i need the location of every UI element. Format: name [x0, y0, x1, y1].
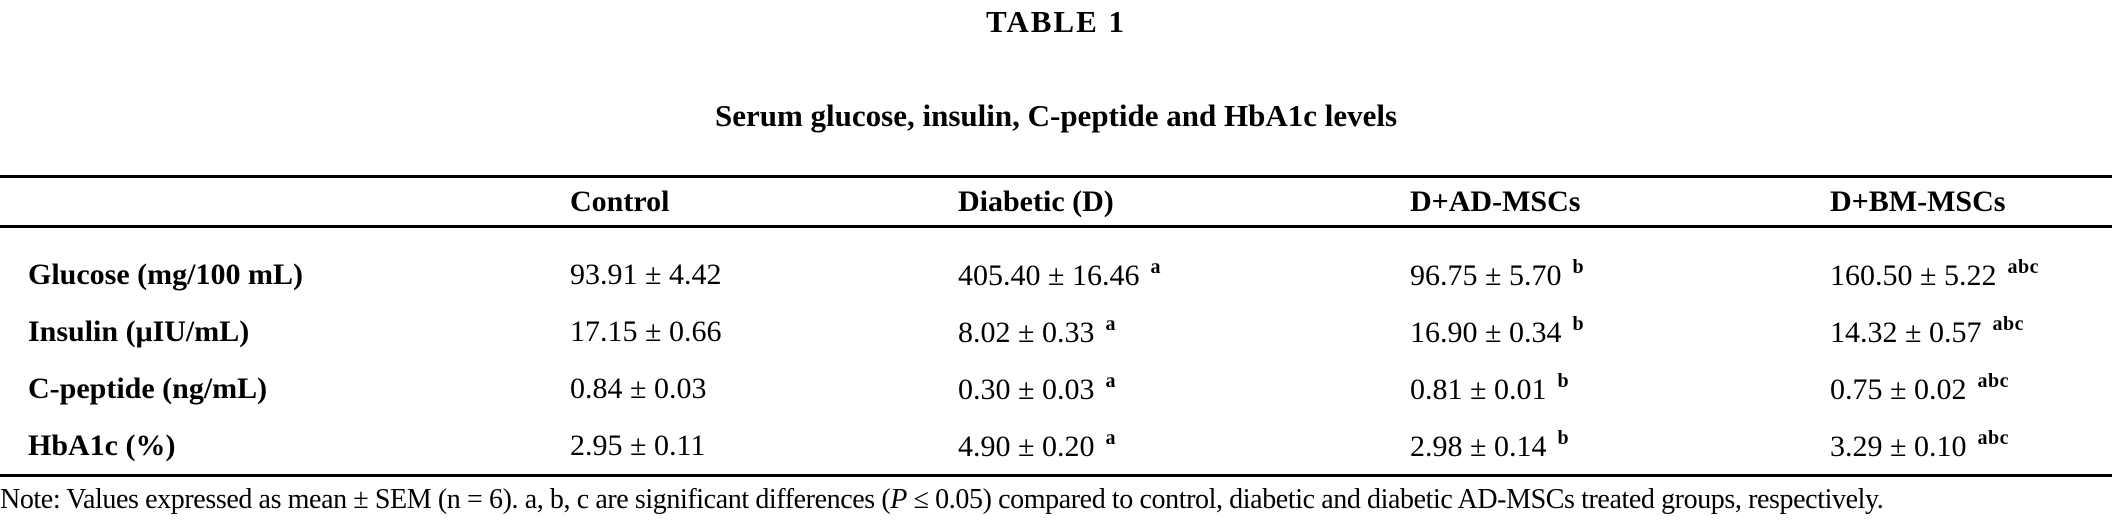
cell-value: 0.75 ± 0.02	[1830, 373, 1967, 406]
cell-glucose-diabetic: 405.40 ± 16.46 a	[958, 227, 1410, 304]
cell-c-peptide-control: 0.84 ± 0.03	[570, 360, 958, 417]
table-row-c-peptide: C-peptide (ng/mL) 0.84 ± 0.03 0.30 ± 0.0…	[0, 360, 2112, 417]
significance-superscript: abc	[2007, 256, 2039, 278]
footnote-text-lead: Note: Values expressed as mean ± SEM (n …	[0, 484, 891, 515]
row-label-c-peptide: C-peptide (ng/mL)	[28, 371, 268, 405]
cell-glucose-d-ad-mscs: 96.75 ± 5.70 b	[1410, 227, 1830, 304]
table-header: Control Diabetic (D) D+AD-MSCs D+BM-MSCs	[0, 176, 2112, 228]
cell-value: 0.81 ± 0.01	[1410, 373, 1547, 406]
table-number-title: TABLE 1	[985, 4, 1127, 39]
cell-hba1c-diabetic: 4.90 ± 0.20 a	[958, 417, 1410, 476]
table-body: Glucose (mg/100 mL) 93.91 ± 4.42 405.40 …	[0, 227, 2112, 476]
cell-value: 2.98 ± 0.14	[1410, 430, 1547, 463]
table-row-glucose: Glucose (mg/100 mL) 93.91 ± 4.42 405.40 …	[0, 227, 2112, 304]
results-table: Control Diabetic (D) D+AD-MSCs D+BM-MSCs…	[0, 175, 2112, 477]
cell-glucose-d-bm-mscs: 160.50 ± 5.22 abc	[1830, 227, 2112, 304]
significance-superscript: b	[1572, 256, 1585, 278]
cell-value: 16.90 ± 0.34	[1410, 316, 1562, 349]
table-row-hba1c: HbA1c (%) 2.95 ± 0.11 4.90 ± 0.20 a 2.98 …	[0, 417, 2112, 476]
cell-hba1c-d-ad-mscs: 2.98 ± 0.14 b	[1410, 417, 1830, 476]
table-footnote: Note: Values expressed as mean ± SEM (n …	[0, 477, 2112, 517]
row-label-hba1c: HbA1c (%)	[28, 428, 176, 462]
header-row: Control Diabetic (D) D+AD-MSCs D+BM-MSCs	[0, 176, 2112, 228]
column-header-d-bm-mscs: D+BM-MSCs	[1830, 176, 2112, 228]
footnote-text-tail: ≤ 0.05) compared to control, diabetic an…	[907, 484, 1884, 515]
cell-insulin-d-bm-mscs: 14.32 ± 0.57 abc	[1830, 303, 2112, 360]
significance-superscript: abc	[1977, 370, 2009, 392]
cell-insulin-diabetic: 8.02 ± 0.33 a	[958, 303, 1410, 360]
cell-value: 4.90 ± 0.20	[958, 430, 1095, 463]
cell-value: 405.40 ± 16.46	[958, 259, 1140, 292]
cell-value: 8.02 ± 0.33	[958, 316, 1095, 349]
column-header-d-ad-mscs: D+AD-MSCs	[1410, 176, 1830, 228]
cell-value: 2.95 ± 0.11	[570, 428, 706, 462]
row-label-insulin: Insulin (μIU/mL)	[28, 314, 250, 348]
cell-value: 17.15 ± 0.66	[570, 314, 722, 348]
cell-hba1c-d-bm-mscs: 3.29 ± 0.10 abc	[1830, 417, 2112, 476]
footnote-p-symbol: P	[890, 484, 908, 515]
significance-superscript: b	[1557, 370, 1570, 392]
cell-value: 160.50 ± 5.22	[1830, 259, 1997, 292]
significance-superscript: a	[1105, 313, 1116, 335]
cell-c-peptide-d-ad-mscs: 0.81 ± 0.01 b	[1410, 360, 1830, 417]
significance-superscript: abc	[1977, 427, 2009, 449]
cell-value: 14.32 ± 0.57	[1830, 316, 1982, 349]
significance-superscript: b	[1572, 313, 1585, 335]
significance-superscript: a	[1105, 427, 1116, 449]
significance-superscript: a	[1105, 370, 1116, 392]
cell-c-peptide-d-bm-mscs: 0.75 ± 0.02 abc	[1830, 360, 2112, 417]
cell-c-peptide-diabetic: 0.30 ± 0.03 a	[958, 360, 1410, 417]
cell-glucose-control: 93.91 ± 4.42	[570, 227, 958, 304]
column-header-diabetic: Diabetic (D)	[958, 176, 1410, 228]
column-header-control: Control	[570, 176, 958, 228]
column-header-empty	[0, 176, 570, 228]
cell-value: 0.30 ± 0.03	[958, 373, 1095, 406]
significance-superscript: b	[1557, 427, 1570, 449]
cell-value: 93.91 ± 4.42	[570, 257, 722, 291]
cell-insulin-d-ad-mscs: 16.90 ± 0.34 b	[1410, 303, 1830, 360]
cell-value: 0.84 ± 0.03	[570, 371, 707, 405]
cell-value: 3.29 ± 0.10	[1830, 430, 1967, 463]
row-label-glucose: Glucose (mg/100 mL)	[28, 257, 303, 291]
cell-insulin-control: 17.15 ± 0.66	[570, 303, 958, 360]
table-caption: Serum glucose, insulin, C-peptide and Hb…	[714, 98, 1398, 133]
cell-hba1c-control: 2.95 ± 0.11	[570, 417, 958, 476]
cell-value: 96.75 ± 5.70	[1410, 259, 1562, 292]
significance-superscript: a	[1150, 256, 1161, 278]
significance-superscript: abc	[1992, 313, 2024, 335]
table-row-insulin: Insulin (μIU/mL) 17.15 ± 0.66 8.02 ± 0.3…	[0, 303, 2112, 360]
